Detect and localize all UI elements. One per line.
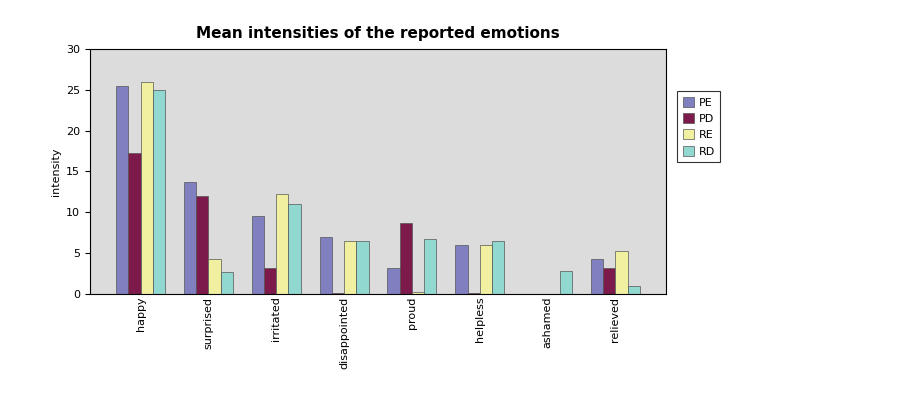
Bar [332,293,344,294]
Bar [467,293,480,294]
Bar [455,245,467,294]
Bar [344,241,356,294]
Bar [603,268,616,294]
Bar [424,239,436,294]
Bar [320,237,332,294]
Bar [289,204,301,294]
Bar [560,271,572,294]
Bar [480,245,492,294]
Bar [209,259,220,294]
Bar [264,268,276,294]
Y-axis label: intensity: intensity [50,147,60,195]
Bar [627,286,640,294]
Bar [276,194,289,294]
Bar [140,82,153,294]
Bar [616,251,627,294]
Bar [412,292,424,294]
Bar [492,241,504,294]
Bar [196,196,209,294]
Legend: PE, PD, RE, RD: PE, PD, RE, RD [678,91,720,162]
Bar [184,182,196,294]
Bar [356,241,368,294]
Bar [129,153,140,294]
Bar [591,259,603,294]
Bar [252,216,264,294]
Bar [400,223,412,294]
Bar [116,86,129,294]
Bar [153,90,165,294]
Title: Mean intensities of the reported emotions: Mean intensities of the reported emotion… [196,26,560,41]
Bar [388,268,400,294]
Bar [220,272,233,294]
